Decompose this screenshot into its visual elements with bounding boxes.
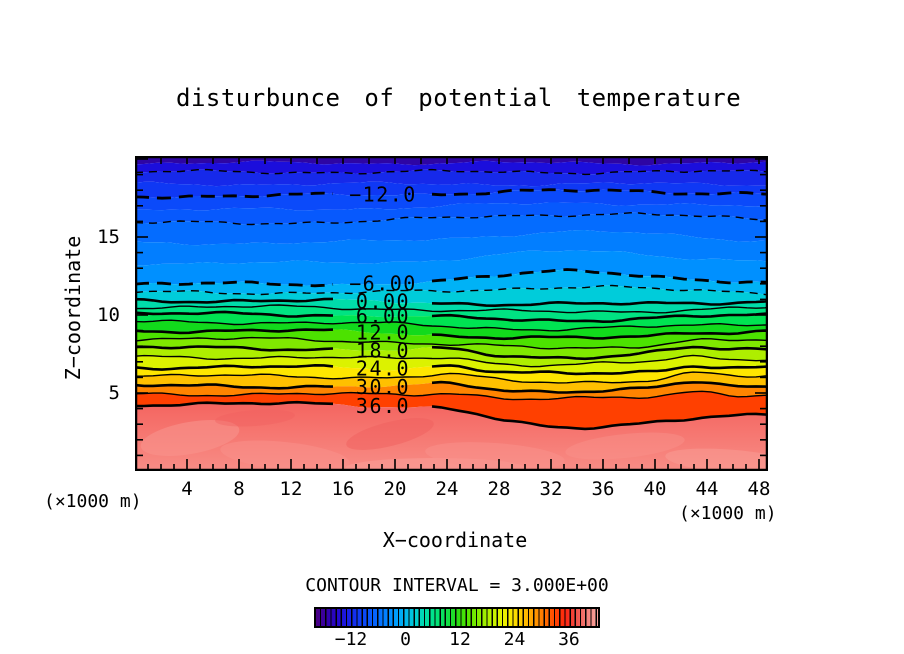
- contour-band: [135, 329, 768, 349]
- contour-line: [135, 345, 768, 361]
- contour-band: [135, 212, 768, 246]
- contour-line: [135, 363, 768, 376]
- x-axis-unit-label: (×1000 m): [679, 503, 777, 524]
- contour-label: 36.0: [356, 394, 410, 418]
- x-tick-label: 36: [591, 478, 615, 500]
- contour-line: [135, 212, 768, 226]
- colorbar: [314, 607, 600, 628]
- y-tick-label: 10: [97, 304, 120, 326]
- contour-line: [135, 328, 768, 341]
- x-tick-label: 40: [643, 478, 667, 500]
- contour-band: [135, 298, 768, 313]
- contour-line: [135, 310, 768, 324]
- contour-line: [135, 319, 768, 332]
- x-axis-title: X−coordinate: [382, 528, 528, 552]
- contour-band: [135, 156, 768, 166]
- colorbar-tick-label: 24: [503, 629, 526, 650]
- y-tick-label: 5: [108, 382, 120, 404]
- contour-line: [135, 390, 768, 401]
- x-tick-label: 8: [233, 478, 245, 500]
- contour-label: 6.00: [356, 304, 410, 328]
- colorbar-tick-label: 36: [558, 629, 580, 650]
- x-tick-label: 48: [747, 478, 771, 500]
- contour-band: [135, 382, 768, 400]
- contour-interval-label: CONTOUR INTERVAL = 3.000E+00: [305, 575, 609, 596]
- contour-line: [135, 304, 768, 314]
- bottom-band-texture: [140, 409, 768, 471]
- contour-line: [135, 400, 768, 431]
- contour-band: [135, 320, 768, 339]
- contour-band: [135, 305, 768, 322]
- contour-line: [135, 188, 768, 200]
- x-tick-label: 24: [435, 478, 459, 500]
- contour-line: [135, 268, 768, 288]
- contour-label: −12.0: [349, 183, 417, 207]
- contour-line: [135, 371, 768, 384]
- contour-band: [135, 160, 768, 175]
- x-tick-label: 16: [331, 478, 355, 500]
- chart-title: disturbunce of potential temperature: [176, 84, 742, 112]
- x-tick-label: 44: [695, 478, 719, 500]
- contour-band: [135, 250, 768, 286]
- y-tick-label: 15: [97, 226, 120, 248]
- contour-label: −6.00: [349, 272, 417, 296]
- plot-frame: [135, 156, 768, 471]
- x-tick-label: 32: [539, 478, 563, 500]
- axis-ticks: [137, 158, 766, 469]
- x-tick-label: 28: [487, 478, 511, 500]
- contour-band: [135, 365, 768, 383]
- colorbar-tick-labels: −12 0 12 24 36: [314, 629, 600, 650]
- colorbar-tick-label: 12: [449, 629, 471, 650]
- contour-band: [135, 269, 768, 295]
- contour-line: [135, 354, 768, 368]
- y-axis-unit-label: (×1000 m): [44, 491, 142, 512]
- contour-band: [135, 169, 768, 187]
- x-tick-label: 4: [181, 478, 193, 500]
- contour-line: [135, 168, 768, 176]
- x-tick-label: 12: [279, 478, 303, 500]
- x-tick-label: 20: [383, 478, 407, 500]
- contour-line: [135, 284, 768, 296]
- contour-line: [135, 380, 768, 394]
- contour-band: [135, 230, 768, 266]
- contour-band: [135, 202, 768, 225]
- contour-band: [135, 391, 768, 429]
- colorbar-separators: [316, 609, 598, 626]
- contour-line: [135, 297, 768, 308]
- contour-line: [135, 336, 768, 350]
- colorbar-tick-label: −12: [334, 629, 368, 650]
- colorbar-tick-label: 0: [400, 629, 411, 650]
